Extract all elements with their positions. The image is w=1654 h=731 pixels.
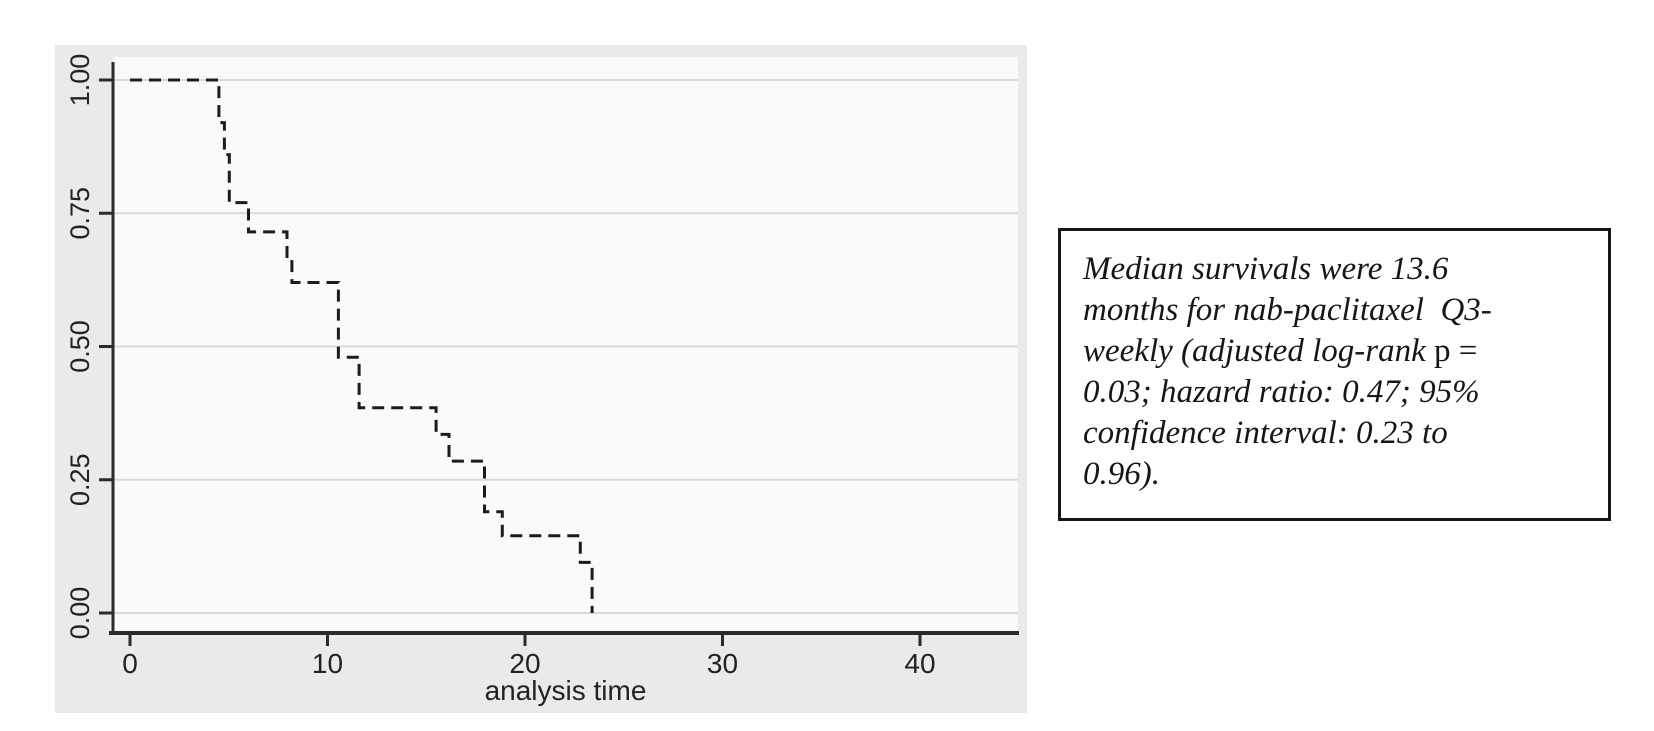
plot-area [113, 57, 1018, 633]
y-tick-label: 0.00 [65, 587, 95, 640]
x-axis-title: analysis time [485, 675, 647, 706]
annotation-text: confidence interval: 0.23 to [1083, 415, 1448, 451]
y-tick-label: 1.00 [65, 54, 95, 107]
x-tick-label: 10 [312, 648, 343, 679]
annotation-line: weekly (adjusted log-rank p = [1083, 331, 1594, 372]
annotation-line: months for nab-paclitaxel Q3- [1083, 290, 1594, 331]
x-tick-label: 40 [904, 648, 935, 679]
annotation-text-upright: p = [1433, 333, 1478, 369]
km-chart-svg: 0.00 0.25 0.50 0.75 1.00 0 10 20 30 40 analysis ti… [65, 54, 1019, 706]
annotation-box: Median survivals were 13.6 months for na… [1058, 228, 1611, 521]
x-tick-label: 0 [122, 648, 138, 679]
annotation-line: Median survivals were 13.6 [1083, 249, 1594, 290]
x-tick-label: 20 [509, 648, 540, 679]
x-tick-label: 30 [707, 648, 738, 679]
km-curve [130, 78, 594, 613]
annotation-text: 0.03; hazard ratio: 0.47; 95% [1083, 374, 1480, 410]
annotation-line: 0.96). [1083, 454, 1594, 495]
annotation-line: confidence interval: 0.23 to [1083, 413, 1594, 454]
annotation-text: months for nab-paclitaxel Q3- [1083, 292, 1492, 328]
annotation-line: 0.03; hazard ratio: 0.47; 95% [1083, 372, 1594, 413]
y-tick-label: 0.50 [65, 320, 95, 373]
km-chart: 0.00 0.25 0.50 0.75 1.00 0 10 20 30 40 analysis ti… [55, 45, 1027, 713]
annotation-text: weekly (adjusted log-rank [1083, 333, 1434, 369]
annotation-text: Median survivals were 13.6 [1083, 251, 1449, 287]
y-tick-label: 0.25 [65, 453, 95, 506]
annotation-text: 0.96). [1083, 456, 1160, 492]
y-tick-label: 0.75 [65, 187, 95, 240]
